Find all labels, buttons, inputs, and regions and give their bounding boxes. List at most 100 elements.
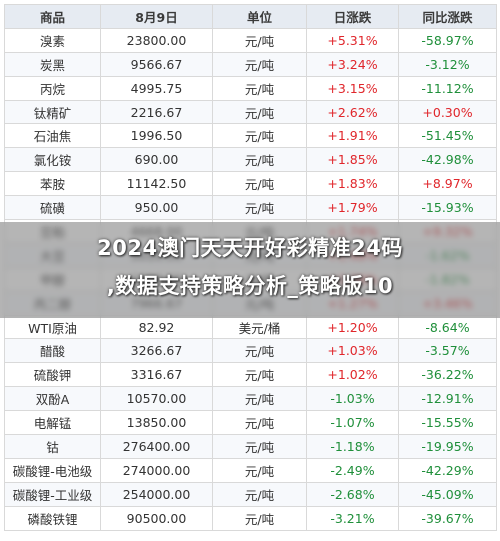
- header-yoy-change: 同比涨跌: [398, 4, 497, 29]
- yoy-change-cell: +8.97%: [398, 171, 497, 197]
- yoy-change-cell: -12.91%: [398, 386, 497, 412]
- yoy-change-cell: -51.45%: [398, 123, 497, 149]
- daily-change-cell: +1.20%: [306, 314, 399, 340]
- price-cell: 690.00: [100, 147, 213, 173]
- daily-change-cell: +1.91%: [306, 123, 399, 149]
- watermark-band: [0, 222, 500, 318]
- commodity-name-cell: 钴: [4, 434, 101, 459]
- commodity-name-cell: 丙烷: [4, 75, 101, 101]
- yoy-change-cell: -8.64%: [398, 314, 497, 340]
- commodity-name-cell: 双酚A: [4, 386, 101, 412]
- daily-change-cell: +5.31%: [306, 27, 399, 53]
- daily-change-cell: +1.85%: [306, 147, 399, 173]
- commodity-name-cell: 石油焦: [4, 123, 101, 149]
- commodity-name-cell: 苯胺: [4, 171, 101, 197]
- price-cell: 3266.67: [100, 338, 213, 364]
- price-cell: 13850.00: [100, 410, 213, 436]
- price-cell: 950.00: [100, 195, 213, 221]
- overlay-title-line-2: ,数据支持策略分析_策略版10: [106, 274, 394, 298]
- yoy-change-cell: -15.55%: [398, 410, 497, 436]
- price-cell: 276400.00: [100, 434, 213, 459]
- commodity-name-cell: 硫酸钾: [4, 362, 101, 388]
- daily-change-cell: +2.62%: [306, 99, 399, 125]
- price-cell: 23800.00: [100, 27, 213, 53]
- header-commodity: 商品: [4, 4, 101, 29]
- price-cell: 9566.67: [100, 51, 213, 77]
- price-cell: 2216.67: [100, 99, 213, 125]
- price-cell: 90500.00: [100, 505, 213, 531]
- price-cell: 11142.50: [100, 171, 213, 197]
- commodity-name-cell: 硫磺: [4, 195, 101, 221]
- overlay-title-line-1: 2024澳门天天开好彩精准24码: [97, 236, 403, 260]
- price-cell: 3316.67: [100, 362, 213, 388]
- table-row: 碳酸锂-电池级 274000.00 元/吨 -2.49% -42.29%: [4, 457, 497, 483]
- table-row: 氯化铵 690.00 元/吨 +1.85% -42.98%: [4, 147, 497, 173]
- commodity-name-cell: 碳酸锂-工业级: [4, 481, 101, 507]
- daily-change-cell: -1.18%: [306, 434, 399, 459]
- yoy-change-cell: -42.98%: [398, 147, 497, 173]
- yoy-change-cell: -3.12%: [398, 51, 497, 77]
- header-date: 8月9日: [100, 4, 213, 29]
- commodity-name-cell: WTI原油: [4, 314, 101, 340]
- table-row: 醋酸 3266.67 元/吨 +1.03% -3.57%: [4, 338, 497, 364]
- daily-change-cell: -1.03%: [306, 386, 399, 412]
- daily-change-cell: -1.07%: [306, 410, 399, 436]
- unit-cell: 元/吨: [212, 195, 307, 221]
- commodity-name-cell: 氯化铵: [4, 147, 101, 173]
- price-cell: 254000.00: [100, 481, 213, 507]
- header-row: 商品 8月9日 单位 日涨跌 同比涨跌: [4, 4, 497, 29]
- unit-cell: 美元/桶: [212, 314, 307, 340]
- daily-change-cell: -3.21%: [306, 505, 399, 531]
- table-row: WTI原油 82.92 美元/桶 +1.20% -8.64%: [4, 314, 497, 340]
- table-row: 石油焦 1996.50 元/吨 +1.91% -51.45%: [4, 123, 497, 149]
- unit-cell: 元/吨: [212, 51, 307, 77]
- table-row: 钛精矿 2216.67 元/吨 +2.62% +0.30%: [4, 99, 497, 125]
- yoy-change-cell: -3.57%: [398, 338, 497, 364]
- commodity-name-cell: 钛精矿: [4, 99, 101, 125]
- table-row: 碳酸锂-工业级 254000.00 元/吨 -2.68% -45.09%: [4, 481, 497, 507]
- unit-cell: 元/吨: [212, 362, 307, 388]
- yoy-change-cell: -45.09%: [398, 481, 497, 507]
- unit-cell: 元/吨: [212, 27, 307, 53]
- price-cell: 10570.00: [100, 386, 213, 412]
- table-row: 硫酸钾 3316.67 元/吨 +1.02% -36.22%: [4, 362, 497, 388]
- table-row: 双酚A 10570.00 元/吨 -1.03% -12.91%: [4, 386, 497, 412]
- unit-cell: 元/吨: [212, 386, 307, 412]
- table-header: 商品 8月9日 单位 日涨跌 同比涨跌: [4, 4, 497, 29]
- unit-cell: 元/吨: [212, 171, 307, 197]
- daily-change-cell: +1.02%: [306, 362, 399, 388]
- yoy-change-cell: +0.30%: [398, 99, 497, 125]
- table-row: 苯胺 11142.50 元/吨 +1.83% +8.97%: [4, 171, 497, 197]
- unit-cell: 元/吨: [212, 99, 307, 125]
- yoy-change-cell: -39.67%: [398, 505, 497, 531]
- daily-change-cell: +1.83%: [306, 171, 399, 197]
- yoy-change-cell: -36.22%: [398, 362, 497, 388]
- daily-change-cell: +1.79%: [306, 195, 399, 221]
- price-cell: 274000.00: [100, 457, 213, 483]
- price-cell: 4995.75: [100, 75, 213, 101]
- table-row: 磷酸铁锂 90500.00 元/吨 -3.21% -39.67%: [4, 505, 497, 531]
- table-row: 电解锰 13850.00 元/吨 -1.07% -15.55%: [4, 410, 497, 436]
- table-row: 钴 276400.00 元/吨 -1.18% -19.95%: [4, 434, 497, 459]
- unit-cell: 元/吨: [212, 147, 307, 173]
- yoy-change-cell: -42.29%: [398, 457, 497, 483]
- commodity-name-cell: 电解锰: [4, 410, 101, 436]
- yoy-change-cell: -19.95%: [398, 434, 497, 459]
- unit-cell: 元/吨: [212, 457, 307, 483]
- unit-cell: 元/吨: [212, 481, 307, 507]
- daily-change-cell: -2.68%: [306, 481, 399, 507]
- daily-change-cell: +3.15%: [306, 75, 399, 101]
- unit-cell: 元/吨: [212, 75, 307, 101]
- header-unit: 单位: [212, 4, 307, 29]
- unit-cell: 元/吨: [212, 338, 307, 364]
- unit-cell: 元/吨: [212, 505, 307, 531]
- unit-cell: 元/吨: [212, 434, 307, 459]
- yoy-change-cell: -15.93%: [398, 195, 497, 221]
- price-cell: 82.92: [100, 314, 213, 340]
- commodity-name-cell: 磷酸铁锂: [4, 505, 101, 531]
- header-daily-change: 日涨跌: [306, 4, 399, 29]
- yoy-change-cell: -58.97%: [398, 27, 497, 53]
- table-row: 丙烷 4995.75 元/吨 +3.15% -11.12%: [4, 75, 497, 101]
- commodity-name-cell: 醋酸: [4, 338, 101, 364]
